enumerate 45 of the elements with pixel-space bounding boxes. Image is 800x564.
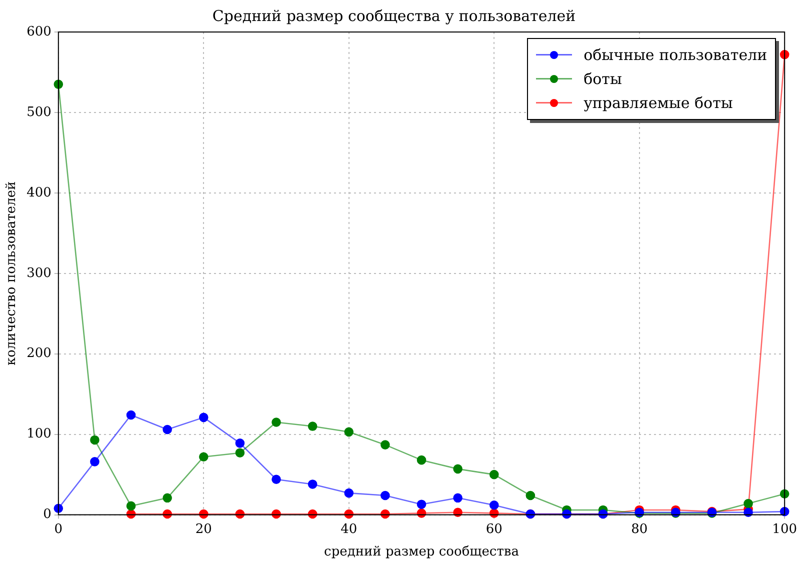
- chart-title: Средний размер сообщества у пользователей: [212, 6, 576, 25]
- point: [744, 498, 753, 508]
- point: [416, 500, 426, 509]
- point: [526, 490, 536, 500]
- point: [453, 493, 462, 503]
- y-tick-label: 500: [26, 104, 52, 120]
- point: [308, 480, 318, 489]
- x-tick-label: 40: [340, 522, 358, 537]
- y-tick-label: 600: [26, 24, 52, 40]
- y-tick-label: 200: [26, 346, 52, 362]
- x-axis-title: средний размер сообщества: [324, 544, 520, 560]
- point: [235, 448, 245, 458]
- point: [126, 501, 136, 511]
- y-tick-label: 100: [26, 426, 52, 442]
- y-axis-title: количество пользователей: [4, 181, 20, 366]
- x-tick-label: 20: [195, 522, 212, 537]
- y-tick-label: 0: [43, 507, 52, 522]
- point: [199, 412, 208, 422]
- x-tick-label: 100: [772, 522, 798, 537]
- point: [489, 470, 499, 480]
- point: [272, 474, 281, 484]
- x-tick-label: 0: [54, 522, 63, 537]
- x-tick-label: 60: [486, 522, 502, 537]
- point: [308, 422, 318, 431]
- point: [416, 455, 426, 465]
- legend-label: обычные пользователи: [584, 46, 768, 64]
- point: [453, 464, 462, 474]
- point: [344, 427, 354, 437]
- point: [380, 490, 390, 500]
- point: [489, 500, 499, 510]
- point: [272, 418, 281, 427]
- legend-label: управляемые боты: [584, 94, 733, 112]
- point: [126, 410, 136, 420]
- point: [344, 488, 354, 498]
- point: [162, 424, 172, 434]
- point: [162, 493, 172, 503]
- point: [380, 440, 390, 450]
- point: [235, 438, 245, 448]
- legend-label: боты: [584, 70, 622, 88]
- point: [199, 452, 208, 462]
- point: [90, 435, 100, 445]
- y-tick-label: 400: [26, 185, 52, 200]
- point: [90, 457, 100, 466]
- x-tick-label: 80: [631, 522, 648, 537]
- y-tick-label: 300: [26, 266, 52, 281]
